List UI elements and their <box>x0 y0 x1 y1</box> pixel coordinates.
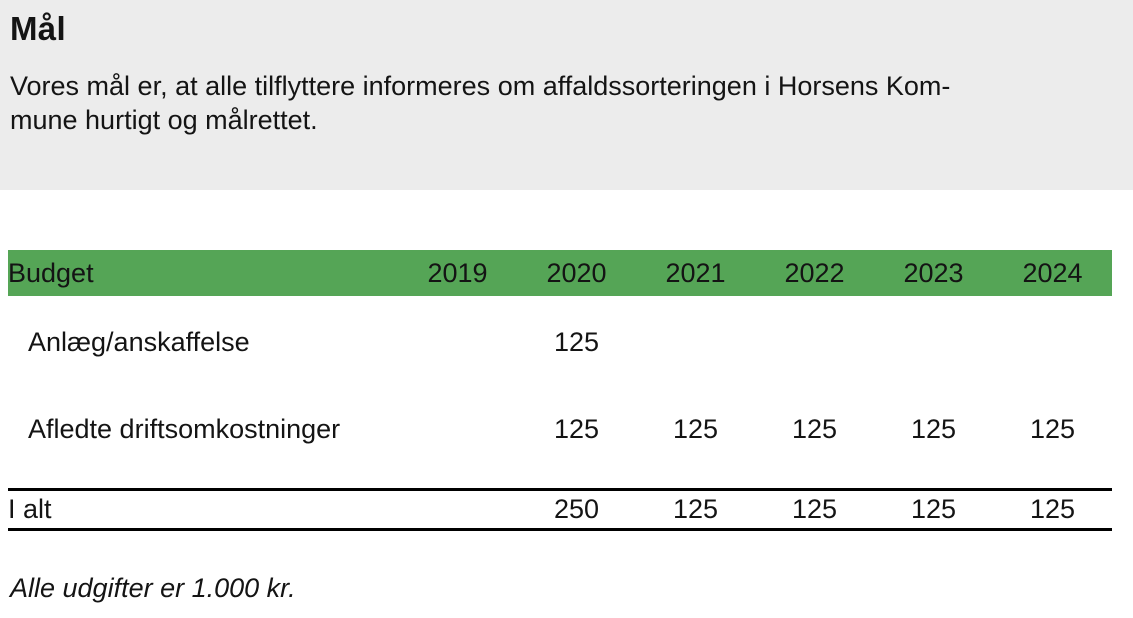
total-row: I alt 250 125 125 125 125 <box>8 489 1112 529</box>
intro-line-2: mune hurtigt og målrettet. <box>10 105 318 135</box>
value-cell-afledte-2022: 125 <box>791 413 838 444</box>
value-cell-anlaeg-2021 <box>636 296 755 388</box>
value-cell-afledte-2023: 125 <box>910 413 957 444</box>
budget-header-row: Budget 2019 2020 2021 2022 2023 2024 <box>8 250 1112 296</box>
page-title: Mål <box>10 10 66 47</box>
intro-paragraph: Vores mål er, at alle tilflyttere inform… <box>10 69 1119 137</box>
header-cell-2024: 2024 <box>1022 257 1083 288</box>
value-cell-anlaeg-2023 <box>874 296 993 388</box>
value-cell-afledte-2019 <box>398 388 517 470</box>
value-cell-afledte-2024: 125 <box>1029 413 1076 444</box>
value-cell-anlaeg-2019 <box>398 296 517 388</box>
budget-table: Budget 2019 2020 2021 2022 2023 2024 Anl… <box>8 250 1112 531</box>
value-cell-afledte-2021: 125 <box>672 413 719 444</box>
table-row-anlaeg: Anlæg/anskaffelse 125 <box>8 296 1112 388</box>
total-cell-2020: 250 <box>553 493 600 524</box>
header-cell-budget: Budget <box>8 257 94 288</box>
header-cell-2021: 2021 <box>665 257 726 288</box>
total-cell-2022: 125 <box>791 493 838 524</box>
total-cell-2023: 125 <box>910 493 957 524</box>
total-row-label: I alt <box>8 493 52 524</box>
intro-section: Mål Vores mål er, at alle tilflyttere in… <box>0 0 1133 190</box>
total-cell-2021: 125 <box>672 493 719 524</box>
total-cell-2019 <box>398 489 517 529</box>
header-cell-2019: 2019 <box>427 257 488 288</box>
value-cell-afledte-2020: 125 <box>553 413 600 444</box>
header-cell-2022: 2022 <box>784 257 845 288</box>
table-spacer-row <box>8 470 1112 489</box>
footnote: Alle udgifter er 1.000 kr. <box>10 572 296 603</box>
intro-line-1: Vores mål er, at alle tilflyttere inform… <box>10 71 951 101</box>
row-label-afledte: Afledte driftsomkostninger <box>28 413 341 444</box>
table-row-afledte: Afledte driftsomkostninger 125 125 125 1… <box>8 388 1112 470</box>
row-label-anlaeg: Anlæg/anskaffelse <box>28 326 250 357</box>
header-cell-2023: 2023 <box>903 257 964 288</box>
value-cell-anlaeg-2024 <box>993 296 1112 388</box>
header-cell-2020: 2020 <box>546 257 607 288</box>
value-cell-anlaeg-2020: 125 <box>553 326 600 357</box>
value-cell-anlaeg-2022 <box>755 296 874 388</box>
total-cell-2024: 125 <box>1029 493 1076 524</box>
